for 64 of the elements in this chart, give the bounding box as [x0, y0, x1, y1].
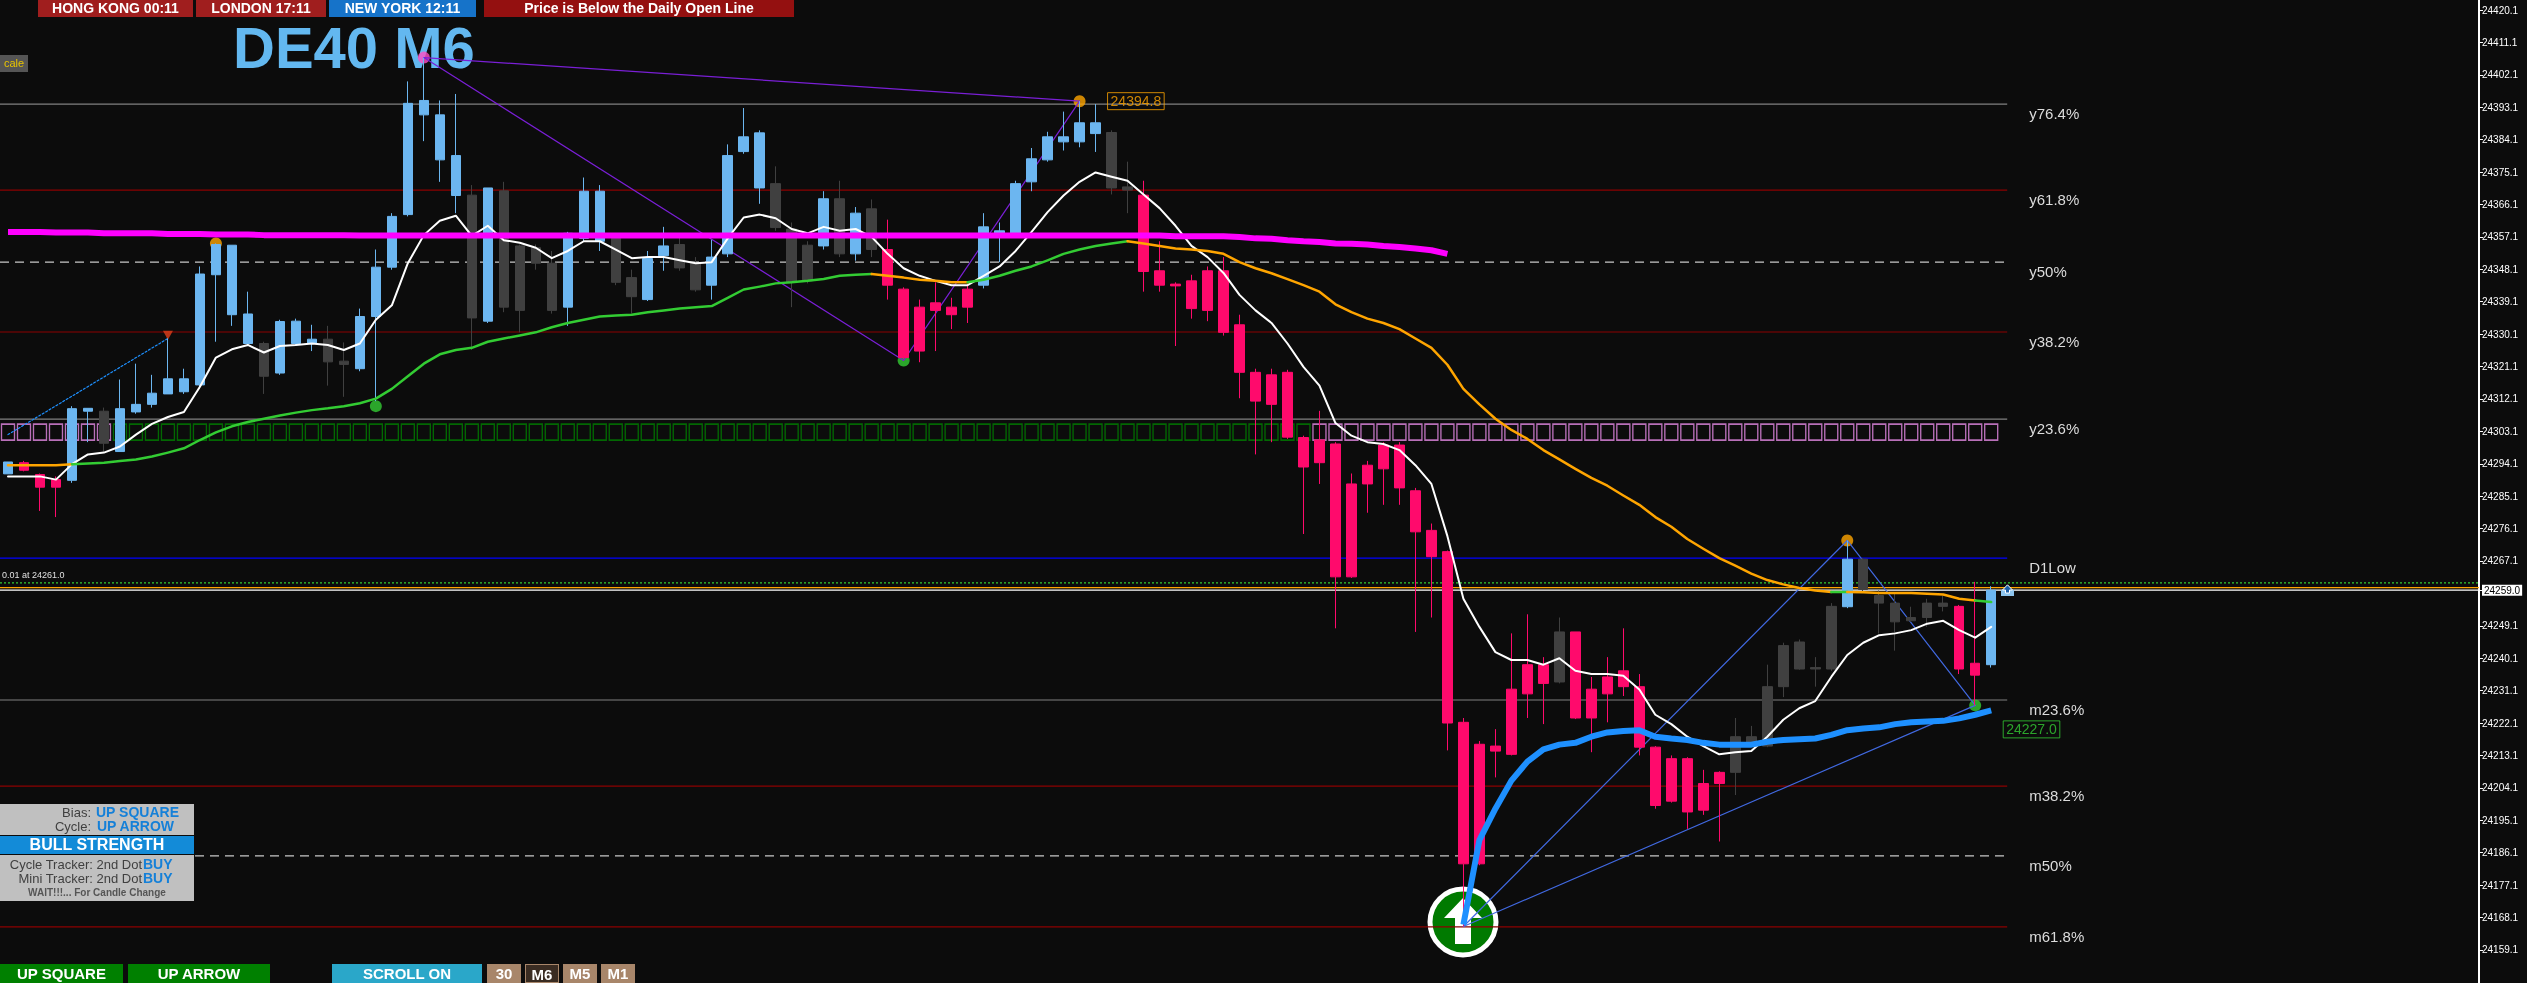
button: UP ARROW: [128, 964, 270, 983]
data-label: 24394.8: [1110, 93, 1162, 110]
button: M6: [525, 964, 559, 983]
ref-line-label: y61.8%: [2029, 191, 2080, 209]
y-tick-label: 24321.1: [2482, 361, 2519, 373]
y-tick-label: 24330.1: [2482, 328, 2519, 340]
banner: HONG KONG 00:11: [38, 0, 193, 17]
annotation: Mini Tracker: 2nd Dot: [18, 871, 142, 886]
y-tick-label: 24177.1: [2482, 879, 2519, 891]
y-tick-label: 24267.1: [2482, 555, 2519, 567]
button: 30: [487, 964, 521, 983]
y-tick-label: 24366.1: [2482, 199, 2519, 211]
ref-line-label: y38.2%: [2029, 332, 2080, 350]
y-tick-label: 24240.1: [2482, 652, 2519, 664]
annotation: UP SQUARE: [96, 804, 180, 820]
banner: NEW YORK 12:11: [329, 0, 476, 17]
ref-line-label: m38.2%: [2029, 787, 2085, 805]
annotation: BUY: [143, 856, 174, 872]
data-label: 24227.0: [2006, 721, 2058, 738]
y-tick-label: 24249.1: [2482, 620, 2519, 632]
y-tick-label: 24204.1: [2482, 782, 2519, 794]
y-tick-label: 24276.1: [2482, 523, 2519, 535]
ref-line-label: m61.8%: [2029, 927, 2085, 945]
y-tick-label: 24339.1: [2482, 296, 2519, 308]
annotation: Cycle:: [53, 819, 91, 834]
y-tick-label: 24231.1: [2482, 685, 2519, 697]
y-tick-label: 24348.1: [2482, 263, 2519, 275]
y-tick-label: 24259.0: [2484, 585, 2521, 597]
y-tick-label: 24420.1: [2482, 4, 2519, 16]
y-tick-label: 24195.1: [2482, 814, 2519, 826]
banner: LONDON 17:11: [196, 0, 326, 17]
button: SCROLL ON: [332, 964, 482, 983]
annotation: WAIT!!!... For Candle Change: [27, 886, 167, 900]
annotation: BULL STRENGTH: [0, 836, 194, 854]
ref-line-label: y76.4%: [2029, 105, 2080, 123]
ref-line-label: m23.6%: [2029, 700, 2085, 718]
y-tick-label: 24393.1: [2482, 101, 2519, 113]
y-tick-label: 24159.1: [2482, 944, 2519, 956]
ref-line-label: y23.6%: [2029, 420, 2080, 438]
annotation: 0.01 at 24261.0: [2, 569, 65, 580]
y-tick-label: 24375.1: [2482, 166, 2519, 178]
button: M5: [563, 964, 597, 983]
ref-line-label: D1Low: [2029, 559, 2077, 577]
y-tick-label: 24168.1: [2482, 911, 2519, 923]
y-tick-label: 24294.1: [2482, 458, 2519, 470]
button: M1: [601, 964, 635, 983]
annotation: Cycle Tracker: 2nd Dot: [8, 857, 142, 872]
annotation: BUY: [143, 870, 174, 886]
y-tick-label: 24303.1: [2482, 425, 2519, 437]
y-tick-label: 24357.1: [2482, 231, 2519, 243]
y-tick-label: 24384.1: [2482, 134, 2519, 146]
ref-line-label: m50%: [2029, 856, 2072, 874]
ref-line-label: y50%: [2029, 263, 2067, 281]
y-tick-label: 24402.1: [2482, 69, 2519, 81]
annotation: Bias:: [61, 805, 91, 820]
y-tick-label: 24222.1: [2482, 717, 2519, 729]
y-tick-label: 24411.1: [2482, 36, 2518, 48]
y-tick-label: 24285.1: [2482, 490, 2519, 502]
annotation: cale: [0, 55, 28, 72]
banner: Price is Below the Daily Open Line: [484, 0, 794, 17]
y-tick-label: 24312.1: [2482, 393, 2519, 405]
button: UP SQUARE: [0, 964, 123, 983]
y-tick-label: 24186.1: [2482, 847, 2519, 859]
y-tick-label: 24213.1: [2482, 749, 2519, 761]
